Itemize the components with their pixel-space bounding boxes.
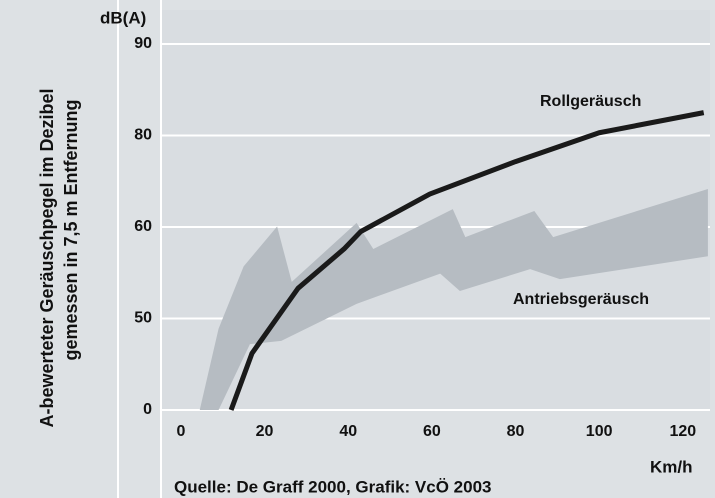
y-tick-label: 80 bbox=[134, 127, 152, 144]
source: Quelle: De Graff 2000, Grafik: VcÖ 2003 bbox=[174, 477, 491, 496]
x-axis-label: Km/h bbox=[650, 457, 693, 476]
x-tick-label: 100 bbox=[586, 423, 613, 440]
y-tick-label: 0 bbox=[143, 401, 152, 418]
x-tick-label: 60 bbox=[423, 423, 441, 440]
x-tick-label: 80 bbox=[507, 423, 525, 440]
y-tick-label: 50 bbox=[134, 310, 152, 327]
x-tick-label: 0 bbox=[176, 423, 185, 440]
x-tick-label: 40 bbox=[339, 423, 357, 440]
series-label: Rollgeräusch bbox=[540, 93, 641, 110]
band-area bbox=[199, 189, 708, 410]
y-tick-label: 60 bbox=[134, 218, 152, 235]
y-unit: dB(A) bbox=[100, 8, 146, 27]
series-line bbox=[228, 110, 705, 411]
band-label: Antriebsgeräusch bbox=[513, 291, 649, 308]
x-tick-label: 120 bbox=[669, 423, 696, 440]
x-tick-label: 20 bbox=[256, 423, 274, 440]
y-axis-label: gemessen in 7,5 m Entfernung bbox=[61, 99, 81, 360]
y-axis-label: A-bewerteter Geräuschpegel im Dezibel bbox=[37, 88, 57, 427]
y-tick-label: 90 bbox=[134, 35, 152, 52]
